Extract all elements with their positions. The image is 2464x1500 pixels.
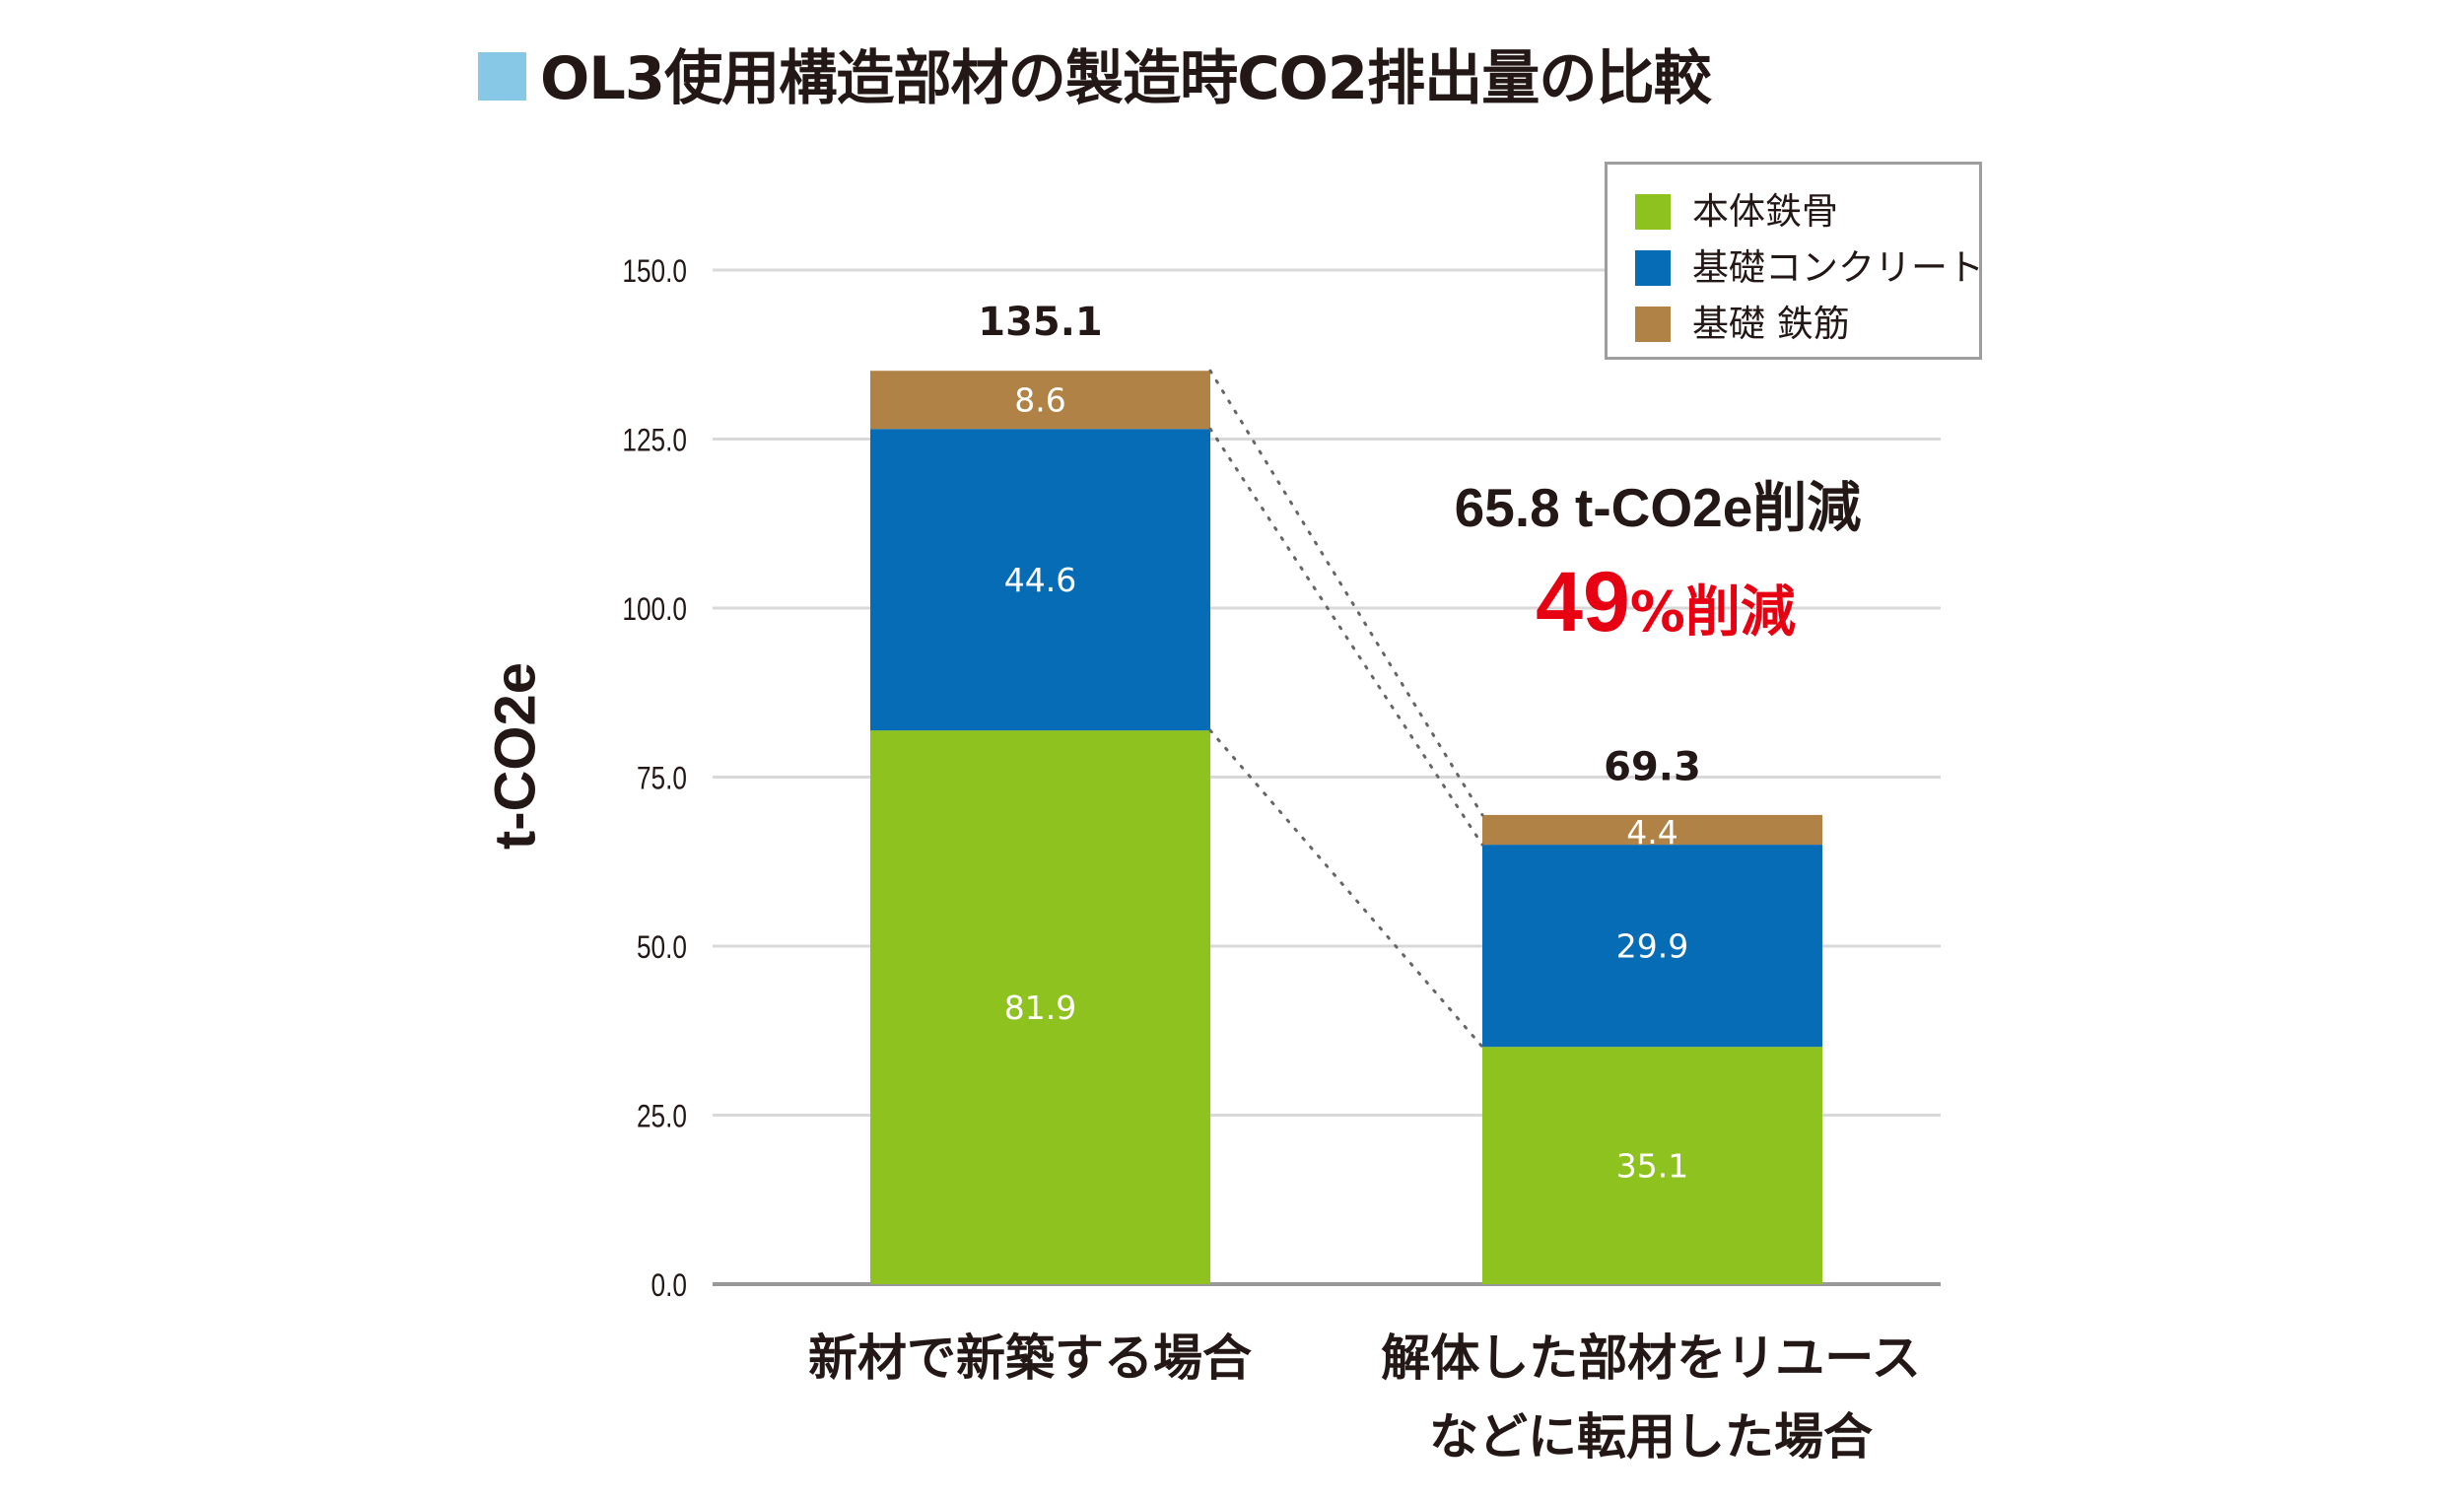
y-tick-label: 125.0 (622, 424, 687, 458)
category-label-new-build: 新材で新築する場合 (779, 1319, 1281, 1398)
y-tick-label: 75.0 (637, 762, 687, 796)
legend-swatch-steel-frame (1635, 194, 1671, 230)
bar-segment (1482, 1047, 1822, 1284)
y-tick-label: 50.0 (637, 931, 687, 966)
legend-swatch-foundation-rebar (1635, 307, 1671, 342)
reduction-percent-annotation: 49%削減 (1518, 558, 1814, 670)
bar-segment (1482, 845, 1822, 1048)
y-axis-label: t-CO2e (483, 661, 548, 851)
title-square-icon (478, 52, 526, 101)
total-value-label: 69.3 (1604, 745, 1701, 790)
category-label-line: 新材で新築する場合 (808, 1330, 1252, 1387)
reduction-percent-suffix: %削減 (1629, 580, 1796, 645)
connector-line (1208, 427, 1484, 847)
bar-segment (1482, 814, 1822, 846)
legend-item-steel-frame: 本体鉄骨 (1635, 192, 1838, 232)
legend-label: 基礎 鉄筋 (1692, 303, 1850, 345)
total-value-label: 135.1 (978, 300, 1103, 345)
bar-segment (870, 371, 1210, 430)
segment-value-label: 8.6 (1014, 381, 1065, 420)
segment-value-label: 35.1 (1616, 1147, 1688, 1186)
segment-value-label: 81.9 (1004, 989, 1076, 1027)
reduction-amount-annotation: 65.8 t-CO2e削減 (1454, 477, 1862, 538)
category-label-reuse: 解体した部材をリユース などに転用した場合 (1360, 1319, 1942, 1476)
legend-label: 基礎コンクリート (1692, 246, 1984, 289)
segment-value-label: 29.9 (1616, 927, 1688, 966)
y-tick-label: 25.0 (637, 1100, 687, 1134)
category-label-line: などに転用した場合 (1429, 1408, 1873, 1466)
legend: 本体鉄骨 基礎コンクリート 基礎 鉄筋 (1605, 162, 1984, 360)
category-label-line: 解体した部材をリユース (1381, 1330, 1921, 1387)
legend-item-foundation-concrete: 基礎コンクリート (1635, 248, 1984, 288)
legend-swatch-foundation-concrete (1635, 250, 1671, 286)
segment-value-label: 44.6 (1004, 561, 1076, 599)
bar-segment (870, 730, 1210, 1284)
y-tick-label: 0.0 (651, 1269, 687, 1304)
connector-line (1208, 369, 1484, 817)
legend-item-foundation-rebar: 基礎 鉄筋 (1635, 305, 1850, 344)
connector-line (1208, 728, 1484, 1049)
y-tick-label: 100.0 (622, 593, 687, 628)
y-tick-label: 150.0 (622, 255, 687, 290)
legend-label: 本体鉄骨 (1692, 190, 1838, 233)
reduction-percent-number: 49 (1536, 555, 1630, 649)
bar-segment (870, 429, 1210, 731)
chart-title: OL3使用構造部材の製造時CO2排出量の比較 (540, 44, 1712, 113)
segment-value-label: 4.4 (1626, 813, 1677, 852)
